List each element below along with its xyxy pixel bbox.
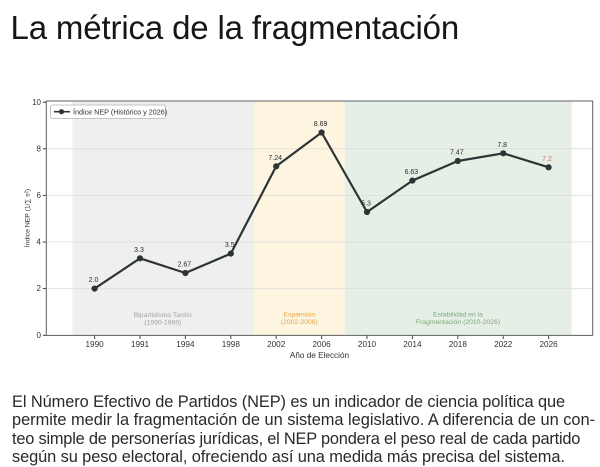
svg-text:2006: 2006: [312, 340, 331, 349]
svg-text:0: 0: [37, 331, 42, 340]
svg-text:1990: 1990: [85, 340, 104, 349]
svg-text:3.5: 3.5: [225, 242, 235, 249]
svg-text:10: 10: [32, 98, 41, 107]
svg-text:Bipartidismo Tardío: Bipartidismo Tardío: [134, 312, 192, 319]
svg-text:2010: 2010: [358, 340, 377, 349]
svg-text:Año de Elección: Año de Elección: [290, 351, 350, 360]
svg-text:7.2: 7.2: [542, 156, 552, 163]
svg-text:2: 2: [37, 284, 42, 293]
svg-text:7.47: 7.47: [450, 150, 464, 157]
svg-text:8.69: 8.69: [314, 121, 328, 128]
svg-text:4: 4: [37, 238, 42, 247]
svg-text:Fragmentación (2010-2026): Fragmentación (2010-2026): [416, 319, 500, 326]
svg-text:6: 6: [37, 191, 42, 200]
svg-text:2022: 2022: [494, 340, 513, 349]
svg-text:2018: 2018: [449, 340, 468, 349]
svg-text:2.0: 2.0: [89, 277, 99, 284]
svg-text:7.8: 7.8: [497, 142, 507, 149]
svg-text:2014: 2014: [403, 340, 422, 349]
svg-text:2.67: 2.67: [178, 262, 192, 269]
svg-text:Índice NEP (Histórico y 2026): Índice NEP (Histórico y 2026): [73, 107, 167, 116]
svg-text:1991: 1991: [131, 340, 150, 349]
svg-text:5.3: 5.3: [361, 201, 371, 208]
svg-text:Índice NEP (1/∑ s²): Índice NEP (1/∑ s²): [23, 189, 32, 247]
svg-text:Expansión: Expansión: [283, 312, 315, 319]
svg-text:2026: 2026: [539, 340, 558, 349]
svg-text:6.63: 6.63: [405, 169, 419, 176]
svg-text:(2002-2006): (2002-2006): [281, 319, 318, 326]
svg-text:8: 8: [37, 144, 42, 153]
svg-text:7.24: 7.24: [268, 155, 282, 162]
svg-text:3.3: 3.3: [134, 247, 144, 254]
svg-text:2002: 2002: [267, 340, 286, 349]
svg-text:1994: 1994: [176, 340, 195, 349]
svg-text:Estabilidad en la: Estabilidad en la: [433, 312, 483, 319]
svg-text:1998: 1998: [222, 340, 241, 349]
svg-text:(1990-1998): (1990-1998): [144, 320, 181, 327]
